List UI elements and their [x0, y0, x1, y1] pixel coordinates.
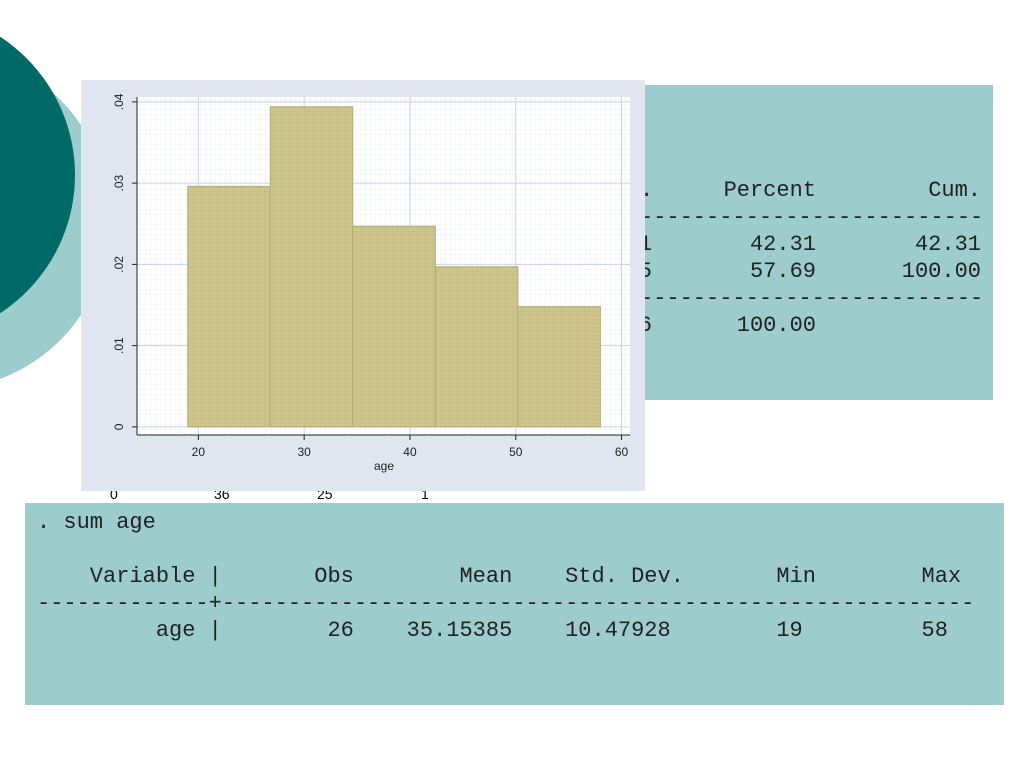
hidden-cell: 1: [421, 486, 429, 502]
y-tick-label: .03: [112, 174, 126, 191]
x-tick-label: 60: [615, 445, 629, 459]
x-axis-label: age: [374, 459, 394, 473]
freq-cell: 100.00: [901, 259, 981, 284]
hidden-cell: 0: [110, 486, 118, 502]
freq-cell: 57.69: [749, 259, 816, 284]
y-tick-label: .02: [112, 256, 126, 273]
freq-header: Cum.: [928, 178, 981, 203]
x-tick-label: 40: [403, 445, 417, 459]
freq-rule: ---------------------------: [640, 286, 982, 311]
freq-cell: 42.31: [749, 232, 816, 257]
bar-texture: [435, 266, 518, 427]
chart: age 0 .01 .02 .03 .04 20 30 40 50 60: [81, 80, 645, 491]
x-tick-label: 30: [297, 445, 311, 459]
bar-texture: [352, 226, 436, 427]
y-tick-label: .01: [112, 337, 126, 354]
bar-texture: [187, 186, 271, 427]
x-tick-label: 20: [192, 445, 206, 459]
summary-header: Variable | Obs Mean Std. Dev. Min Max: [37, 564, 962, 589]
freq-cell: 42.31: [914, 232, 981, 257]
bar-texture: [517, 306, 601, 427]
bar-texture: [270, 106, 353, 427]
y-tick-label: .04: [112, 93, 126, 110]
summary-rule: -------------+--------------------------…: [37, 591, 975, 616]
freq-cell: 100.00: [736, 313, 816, 338]
summary-command: . sum age: [37, 510, 156, 535]
freq-rule: ---------------------------: [640, 205, 982, 230]
x-tick-label: 50: [509, 445, 523, 459]
y-tick-label: 0: [112, 423, 126, 430]
summary-panel: . sum age Variable | Obs Mean Std. Dev. …: [25, 503, 1004, 705]
freq-header: Percent: [723, 178, 816, 203]
summary-row: age | 26 35.15385 10.47928 19 58: [37, 618, 948, 643]
freq-panel: . Percent Cum. -------------------------…: [630, 85, 993, 400]
